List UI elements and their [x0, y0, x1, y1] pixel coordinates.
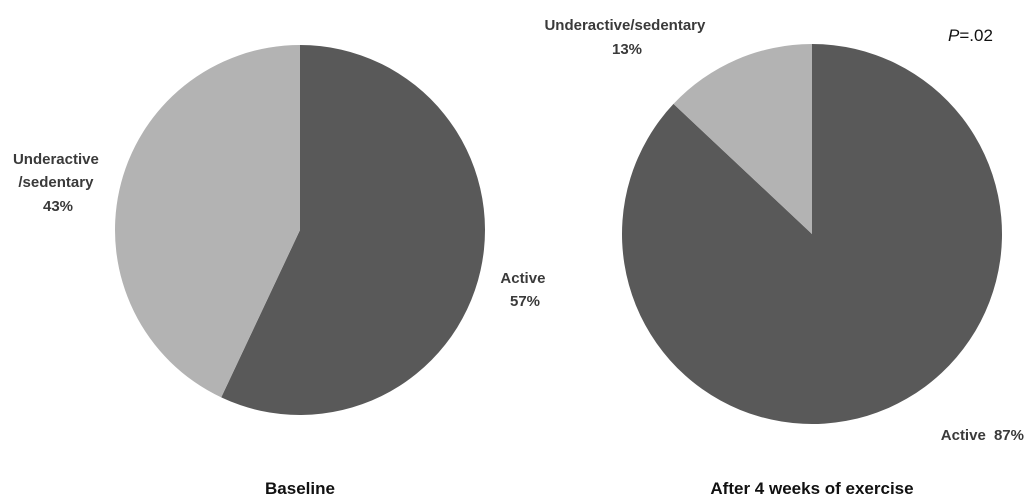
after-exercise-pie-chart: [622, 44, 1003, 424]
baseline-active-value: 57%: [510, 293, 540, 310]
baseline-underactive-label: Underactive /sedentary 43%: [13, 151, 103, 215]
p-value-number: =.02: [959, 26, 993, 45]
after-active-label-text: Active: [941, 427, 986, 444]
after-active-label: Active 87%: [941, 427, 1024, 444]
baseline-underactive-label-line2: /sedentary: [18, 174, 94, 191]
baseline-active-label-text: Active: [500, 270, 545, 287]
after-underactive-value: 13%: [612, 41, 642, 58]
baseline-active-slice: [221, 45, 485, 415]
baseline-underactive-label-line1: Underactive: [13, 151, 99, 168]
after-underactive-slice: [673, 44, 812, 234]
baseline-active-label: Active 57%: [500, 270, 549, 310]
baseline-underactive-slice: [115, 45, 300, 398]
after-underactive-label-text: Underactive/sedentary: [544, 17, 706, 34]
after-exercise-title: After 4 weeks of exercise: [710, 479, 913, 498]
p-value-annotation: P=.02: [948, 26, 993, 45]
after-underactive-label: Underactive/sedentary 13%: [544, 17, 709, 58]
after-active-value: 87%: [994, 427, 1024, 444]
baseline-title: Baseline: [265, 479, 335, 498]
baseline-underactive-value: 43%: [43, 198, 73, 215]
baseline-pie-chart: [115, 45, 485, 415]
p-value-symbol: P: [948, 26, 960, 45]
